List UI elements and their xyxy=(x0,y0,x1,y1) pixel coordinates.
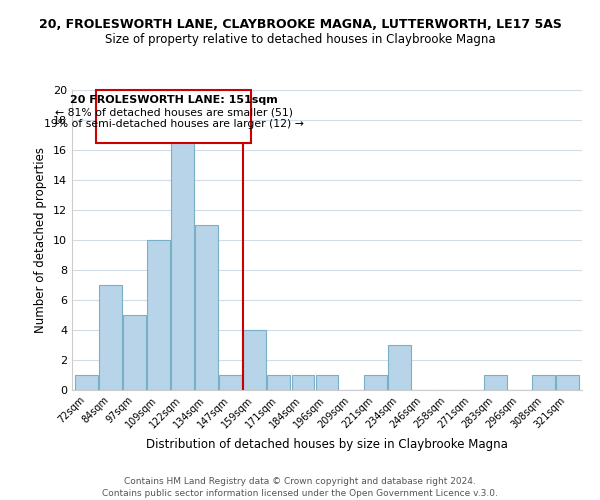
Bar xyxy=(75,375,98,390)
Bar xyxy=(292,375,314,390)
Bar xyxy=(268,375,290,390)
Bar xyxy=(532,375,555,390)
Bar xyxy=(147,240,170,390)
Bar xyxy=(99,285,122,390)
Bar xyxy=(244,330,266,390)
Bar xyxy=(364,375,386,390)
Bar xyxy=(195,225,218,390)
Text: Size of property relative to detached houses in Claybrooke Magna: Size of property relative to detached ho… xyxy=(104,32,496,46)
Text: 20 FROLESWORTH LANE: 151sqm: 20 FROLESWORTH LANE: 151sqm xyxy=(70,95,278,106)
Bar xyxy=(484,375,507,390)
Y-axis label: Number of detached properties: Number of detached properties xyxy=(34,147,47,333)
Bar xyxy=(220,375,242,390)
Bar xyxy=(171,135,194,390)
Text: 20, FROLESWORTH LANE, CLAYBROOKE MAGNA, LUTTERWORTH, LE17 5AS: 20, FROLESWORTH LANE, CLAYBROOKE MAGNA, … xyxy=(38,18,562,30)
Bar xyxy=(316,375,338,390)
Text: ← 81% of detached houses are smaller (51): ← 81% of detached houses are smaller (51… xyxy=(55,108,293,117)
Bar xyxy=(556,375,579,390)
Text: 19% of semi-detached houses are larger (12) →: 19% of semi-detached houses are larger (… xyxy=(44,119,304,129)
Text: Contains HM Land Registry data © Crown copyright and database right 2024.: Contains HM Land Registry data © Crown c… xyxy=(124,478,476,486)
Bar xyxy=(388,345,410,390)
FancyBboxPatch shape xyxy=(96,90,251,142)
X-axis label: Distribution of detached houses by size in Claybrooke Magna: Distribution of detached houses by size … xyxy=(146,438,508,451)
Text: Contains public sector information licensed under the Open Government Licence v.: Contains public sector information licen… xyxy=(102,489,498,498)
Bar xyxy=(123,315,146,390)
